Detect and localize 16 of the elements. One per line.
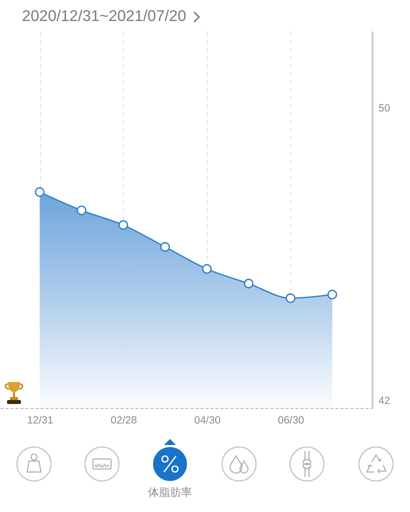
x-tick-label: 06/30 bbox=[278, 414, 304, 426]
x-tick-label: 02/28 bbox=[110, 414, 138, 426]
x-tick-label: 04/30 bbox=[194, 414, 221, 426]
text: 体脂肪率 bbox=[148, 486, 192, 500]
y-tick-label: 42 bbox=[378, 395, 390, 408]
point bbox=[34, 187, 45, 197]
chart-title: 2020/12/31~2021/07/20 bbox=[22, 8, 186, 26]
x-tick-label: 12/31 bbox=[27, 414, 54, 426]
point bbox=[160, 242, 170, 252]
y-tick-label: 50 bbox=[378, 102, 390, 114]
point bbox=[244, 278, 254, 288]
point bbox=[202, 264, 212, 274]
point bbox=[76, 205, 86, 216]
point bbox=[286, 293, 296, 304]
point bbox=[327, 290, 338, 300]
point bbox=[118, 220, 128, 230]
